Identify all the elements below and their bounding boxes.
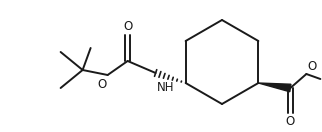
Text: NH: NH xyxy=(156,81,174,94)
Text: O: O xyxy=(308,60,317,73)
Text: O: O xyxy=(123,20,132,33)
Text: O: O xyxy=(286,115,295,128)
Polygon shape xyxy=(258,83,291,92)
Text: O: O xyxy=(97,78,107,91)
